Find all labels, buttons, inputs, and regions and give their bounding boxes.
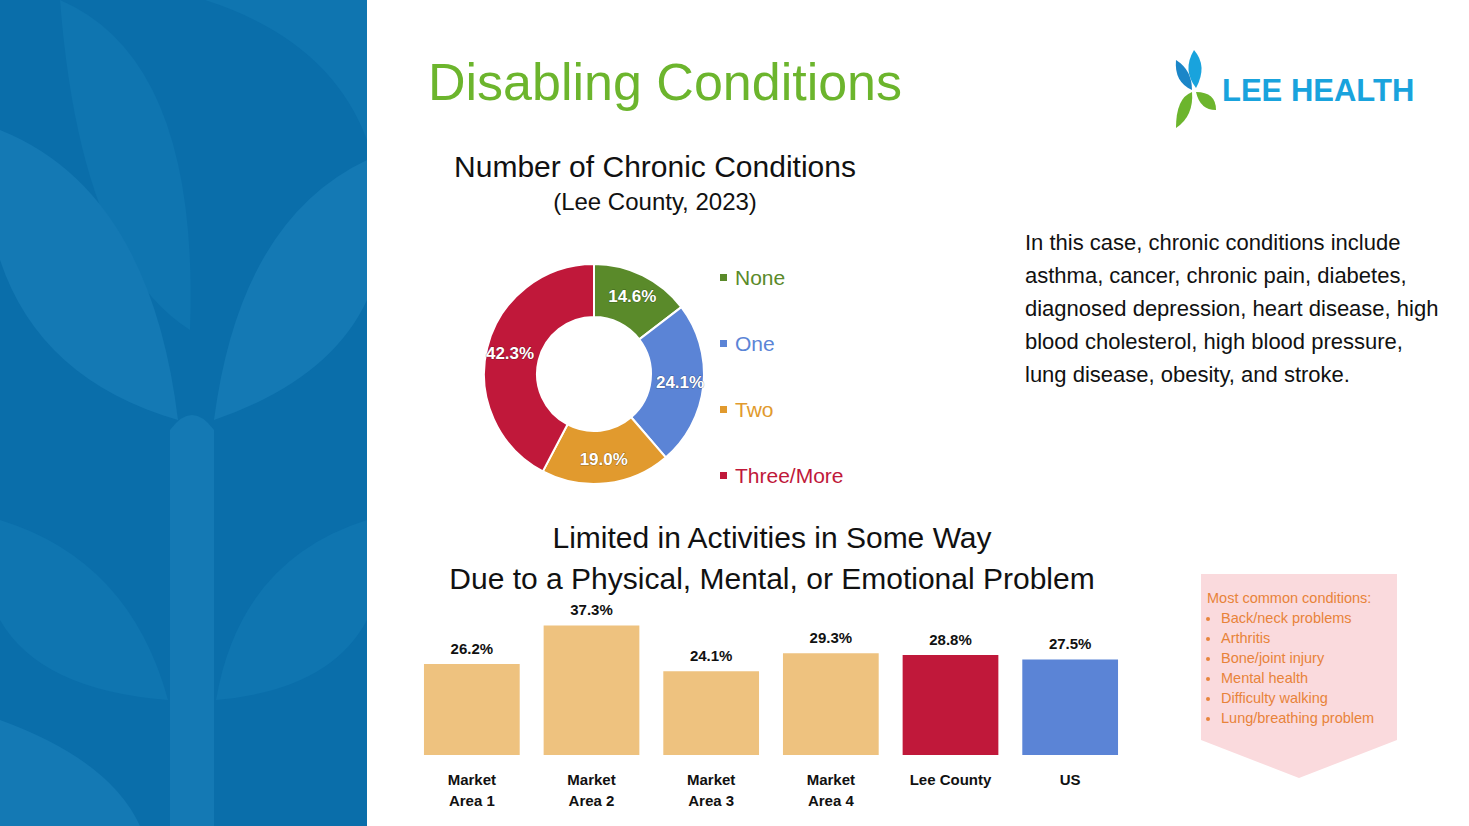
html-text:Lung/breathing problem: Lung/breathing problem: [1221, 710, 1375, 726]
svg-text:Number of Chronic Conditions: Number of Chronic Conditions: [454, 150, 856, 183]
svg-text:29.3%: 29.3%: [810, 629, 853, 646]
svg-text:Area 2: Area 2: [569, 792, 615, 809]
html-text:Disabling Conditions: Disabling Conditions: [428, 53, 902, 111]
svg-text:Area 3: Area 3: [688, 792, 734, 809]
svg-text:19.0%: 19.0%: [580, 450, 628, 469]
svg-text:28.8%: 28.8%: [929, 631, 972, 648]
html-text:In this case, chronic conditio: In this case, chronic conditions include…: [1025, 230, 1439, 387]
svg-text:14.6%: 14.6%: [608, 287, 656, 306]
svg-text:Two: Two: [735, 398, 774, 421]
svg-text:None: None: [735, 266, 785, 289]
html-text:LEE HEALTH: LEE HEALTH: [1222, 73, 1415, 108]
svg-text:37.3%: 37.3%: [570, 601, 613, 618]
svg-text:Limited in Activities in Some: Limited in Activities in Some Way: [552, 521, 991, 554]
svg-text:Market: Market: [687, 771, 735, 788]
html-text:Most common conditions:: Most common conditions:: [1207, 590, 1372, 606]
html-text:Arthritis: Arthritis: [1221, 630, 1271, 646]
svg-text:24.1%: 24.1%: [690, 647, 733, 664]
svg-text:Due to a Physical, Mental, or: Due to a Physical, Mental, or Emotional …: [449, 562, 1094, 595]
svg-text:One: One: [735, 332, 775, 355]
svg-text:27.5%: 27.5%: [1049, 635, 1092, 652]
html-text:Bone/joint injury: Bone/joint injury: [1221, 650, 1325, 666]
svg-text:42.3%: 42.3%: [486, 344, 534, 363]
svg-text:Area 4: Area 4: [808, 792, 855, 809]
html-text:Back/neck problems: Back/neck problems: [1221, 610, 1352, 626]
svg-text:Area 1: Area 1: [449, 792, 495, 809]
svg-text:Three/More: Three/More: [735, 464, 844, 487]
svg-text:Market: Market: [567, 771, 615, 788]
html-text:Mental health: Mental health: [1221, 670, 1309, 686]
svg-text:24.1%: 24.1%: [656, 373, 704, 392]
html-text:Difficulty walking: Difficulty walking: [1221, 690, 1328, 706]
svg-text:26.2%: 26.2%: [451, 640, 494, 657]
svg-text:Market: Market: [807, 771, 855, 788]
svg-text:(Lee County, 2023): (Lee County, 2023): [553, 188, 757, 215]
svg-text:US: US: [1060, 771, 1081, 788]
svg-text:Market: Market: [448, 771, 496, 788]
svg-text:Lee County: Lee County: [910, 771, 992, 788]
